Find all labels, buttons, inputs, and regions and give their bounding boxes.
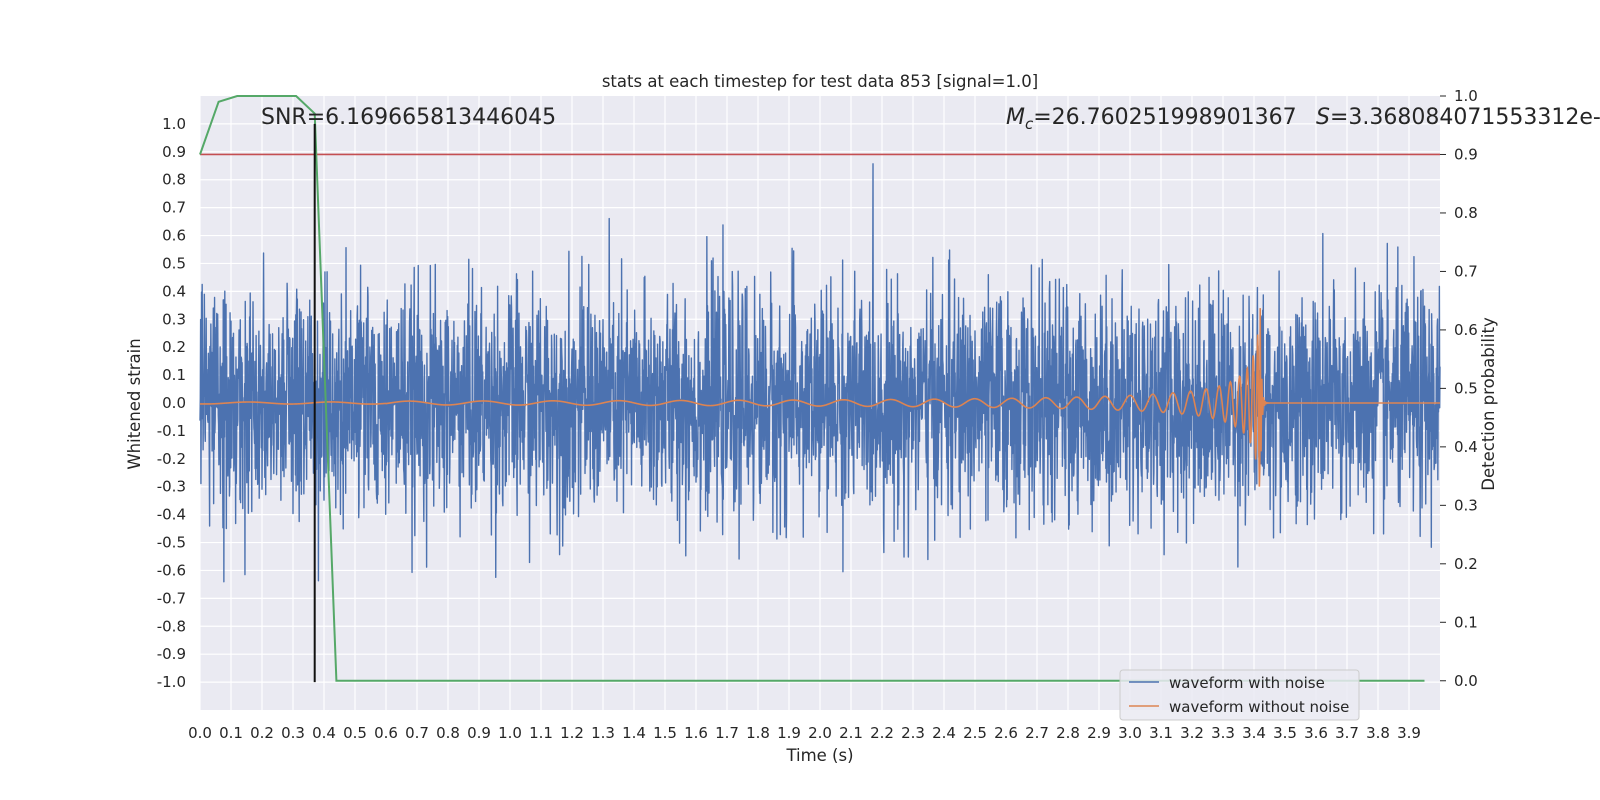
x-tick-label: 3.9 [1397, 724, 1421, 742]
y-tick-label: 0.5 [162, 254, 186, 272]
x-tick-label: 1.5 [653, 724, 677, 742]
y-tick-label: -0.3 [157, 478, 186, 496]
x-tick-label: 0.7 [405, 724, 429, 742]
x-tick-label: 0.9 [467, 724, 491, 742]
x-tick-label: 0.5 [343, 724, 367, 742]
x-tick-label: 3.5 [1273, 724, 1297, 742]
y-tick-label: -0.8 [157, 617, 186, 635]
y2-tick-label: 0.8 [1454, 204, 1478, 222]
y-tick-label: 0.4 [162, 282, 186, 300]
y2-tick-label: 0.3 [1454, 496, 1478, 514]
y-axis-left: 1.0 0.9 0.8 0.7 0.6 0.5 0.4 0.3 0.2 0.1 0.0 -0.1 -0.… [157, 115, 186, 691]
legend: waveform with noise waveform without noi… [1119, 669, 1360, 721]
x-tick-label: 1.3 [591, 724, 615, 742]
y-tick-label: 1.0 [162, 115, 186, 133]
x-tick-label: 0.2 [250, 724, 274, 742]
y2-tick-label: 0.0 [1454, 672, 1478, 690]
y-tick-label: -0.1 [157, 422, 186, 440]
snr-annotation: SNR=6.169665813446045 [261, 105, 556, 130]
y-axis-label: Whitened strain [125, 338, 144, 469]
x-tick-label: 3.2 [1180, 724, 1204, 742]
x-tick-label: 0.1 [219, 724, 243, 742]
x-tick-label: 3.6 [1304, 724, 1328, 742]
y-tick-label: -0.4 [157, 506, 186, 524]
x-tick-label: 0.0 [188, 724, 212, 742]
chirp-mass-subscript: c [1025, 115, 1034, 133]
s-symbol: S [1316, 105, 1330, 130]
series-waveform-without-noise [199, 308, 1440, 487]
legend-label-noise: waveform with noise [1169, 674, 1325, 692]
series-waveform-with-noise [199, 163, 1441, 583]
x-tick-label: 3.4 [1242, 724, 1266, 742]
x-tick-label: 1.6 [684, 724, 708, 742]
y-tick-label: 0.8 [162, 171, 186, 189]
legend-box [1119, 669, 1360, 721]
x-tick-label: 2.6 [994, 724, 1018, 742]
y-tick-label: -0.7 [157, 589, 186, 607]
chirp-mass-annotation: Mc=26.760251998901367 [1006, 105, 1297, 133]
s-value: =3.368084071553312e-0 [1330, 105, 1600, 130]
x-tick-label: 2.9 [1087, 724, 1111, 742]
series-detection-probability [199, 95, 1425, 682]
y-tick-label: 0.1 [162, 366, 186, 384]
y2-tick-label: 0.6 [1454, 321, 1478, 339]
chirp-mass-value: =26.760251998901367 [1033, 105, 1296, 130]
x-tick-label: 3.0 [1118, 724, 1142, 742]
chirp-mass-symbol: M [1006, 105, 1025, 130]
y-tick-label: -0.6 [157, 561, 186, 579]
x-tick-label: 3.3 [1211, 724, 1235, 742]
s-annotation: S=3.368084071553312e-0 [1316, 105, 1600, 130]
x-tick-label: 0.8 [436, 724, 460, 742]
x-tick-label: 2.7 [1025, 724, 1049, 742]
legend-label-clean: waveform without noise [1169, 698, 1349, 716]
x-axis: 0.0 0.1 0.2 0.3 0.4 0.5 0.6 0.7 0.8 0.9 1.0 1.1 1.2 1… [188, 724, 1421, 742]
x-tick-label: 2.3 [901, 724, 925, 742]
x-tick-label: 1.2 [560, 724, 584, 742]
x-tick-label: 2.4 [932, 724, 956, 742]
x-tick-label: 2.0 [808, 724, 832, 742]
y-tick-label: 0.6 [162, 227, 186, 245]
x-tick-label: 3.7 [1335, 724, 1359, 742]
x-tick-label: 2.5 [963, 724, 987, 742]
x-tick-label: 3.8 [1366, 724, 1390, 742]
y2-tick-label: 0.1 [1454, 613, 1478, 631]
x-tick-label: 1.0 [498, 724, 522, 742]
y-tick-label: -0.5 [157, 534, 186, 552]
y-axis-right: 1.0 0.9 0.8 0.7 0.6 0.5 0.4 0.3 0.2 0.1 0.0 [1440, 87, 1478, 690]
y2-tick-label: 0.2 [1454, 555, 1478, 573]
y-tick-label: 0.2 [162, 338, 186, 356]
y2-tick-label: 0.9 [1454, 145, 1478, 163]
y-tick-label: 0.3 [162, 310, 186, 328]
x-tick-label: 1.1 [529, 724, 553, 742]
y-tick-label: -0.9 [157, 645, 186, 663]
x-tick-label: 0.3 [281, 724, 305, 742]
y2-tick-label: 0.4 [1454, 438, 1478, 456]
chart-title: stats at each timestep for test data 853… [602, 72, 1038, 91]
x-tick-label: 2.2 [870, 724, 894, 742]
x-tick-label: 0.4 [312, 724, 336, 742]
x-tick-label: 2.1 [839, 724, 863, 742]
x-tick-label: 1.4 [622, 724, 646, 742]
x-tick-label: 0.6 [374, 724, 398, 742]
y-tick-label: 0.7 [162, 199, 186, 217]
x-axis-label: Time (s) [785, 746, 853, 765]
x-tick-label: 3.1 [1149, 724, 1173, 742]
x-tick-label: 1.8 [746, 724, 770, 742]
y2-tick-label: 0.5 [1454, 379, 1478, 397]
y-tick-label: 0.9 [162, 143, 186, 161]
series-layer [199, 95, 1441, 683]
y-tick-label: -0.2 [157, 450, 186, 468]
x-tick-label: 1.7 [715, 724, 739, 742]
y2-tick-label: 1.0 [1454, 87, 1478, 105]
y2-tick-label: 0.7 [1454, 262, 1478, 280]
x-tick-label: 2.8 [1056, 724, 1080, 742]
y2-axis-label: Detection probability [1479, 317, 1498, 491]
y-tick-label: -1.0 [157, 673, 186, 691]
x-tick-label: 1.9 [777, 724, 801, 742]
y-tick-label: 0.0 [162, 394, 186, 412]
